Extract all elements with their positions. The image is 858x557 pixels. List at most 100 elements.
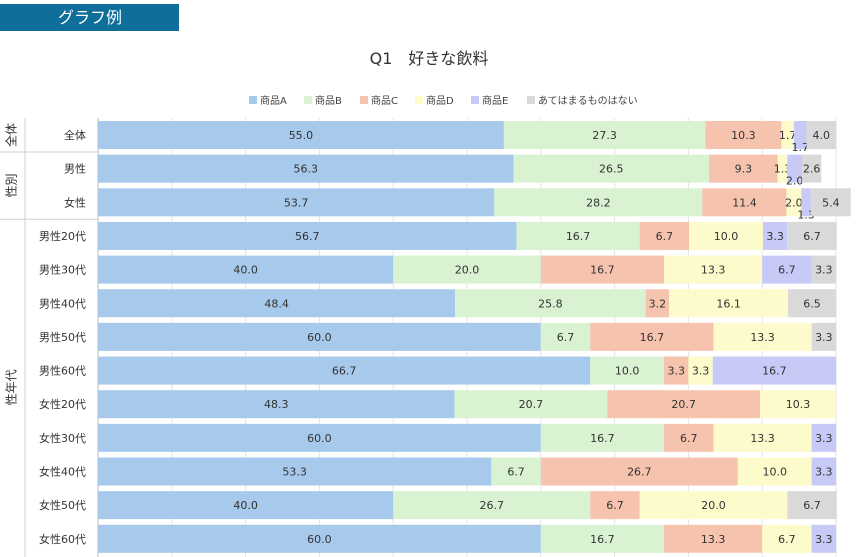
legend-label-5: 商品E	[482, 94, 508, 107]
bar-1	[98, 491, 394, 520]
data-label: 13.3	[750, 331, 775, 344]
data-label: 3.3	[815, 264, 833, 277]
data-label: 10.3	[786, 398, 811, 411]
legend-label-6: あてはまるものはない	[538, 95, 638, 107]
bar-1	[98, 322, 541, 351]
data-label: 66.7	[332, 365, 357, 378]
data-label: 26.5	[599, 163, 624, 176]
bar-6	[806, 121, 836, 149]
bar-1	[98, 121, 504, 149]
data-label: 13.3	[701, 533, 726, 546]
data-label: 1.7	[779, 129, 797, 142]
bar-3	[664, 356, 689, 385]
bar-4	[688, 356, 713, 385]
data-label: 1.7	[791, 141, 809, 154]
bar-5	[762, 255, 812, 284]
bar-5	[811, 423, 836, 452]
bar-1	[98, 255, 394, 284]
bar-2	[590, 356, 665, 385]
legend-swatch-5	[471, 96, 479, 104]
bar-4	[759, 390, 836, 419]
group-label-1: 全体	[4, 123, 19, 147]
data-label: 60.0	[307, 533, 332, 546]
bar-4	[777, 154, 788, 183]
legend-swatch-3	[360, 96, 368, 104]
category-label: 男性20代	[39, 229, 86, 243]
data-label: 6.7	[507, 466, 525, 479]
data-label: 16.7	[590, 533, 615, 546]
bar-5	[811, 457, 836, 486]
bar-5	[762, 221, 788, 250]
data-label: 16.7	[590, 264, 615, 277]
bar-4	[639, 491, 788, 520]
bar-2	[513, 154, 710, 183]
data-label: 6.7	[778, 264, 796, 277]
category-label: 女性	[64, 195, 86, 209]
bar-5	[712, 356, 836, 385]
bar-2	[540, 524, 665, 553]
data-label: 16.7	[762, 365, 787, 378]
data-label: 27.3	[592, 129, 617, 142]
legend-label-3: 商品C	[371, 94, 398, 107]
bar-3	[702, 188, 787, 217]
section-banner: グラフ例	[0, 4, 179, 31]
bar-4	[713, 423, 812, 452]
data-label: 10.0	[762, 466, 787, 479]
bar-2	[494, 188, 703, 217]
data-label: 3.3	[815, 331, 833, 344]
data-label: 20.7	[519, 398, 544, 411]
chart-title: Q1 好きな飲料	[370, 49, 489, 68]
legend-swatch-4	[415, 96, 423, 104]
bar-4	[669, 289, 789, 318]
bar-2	[491, 457, 541, 486]
bar-3	[664, 524, 763, 553]
data-label: 20.0	[701, 499, 726, 512]
bar-6	[787, 221, 837, 250]
group-label-2: 性別	[5, 173, 19, 197]
data-label: 3.3	[692, 365, 710, 378]
legend-label-4: 商品D	[426, 94, 454, 107]
legend-label-2: 商品B	[315, 94, 342, 107]
bar-1	[98, 154, 514, 183]
bar-6	[788, 289, 836, 318]
category-label: 全体	[64, 128, 86, 142]
data-label: 9.3	[735, 163, 753, 176]
bar-2	[393, 491, 591, 520]
bar-1	[98, 423, 541, 452]
legend-swatch-1	[249, 96, 257, 104]
bar-3	[540, 255, 665, 284]
bar-2	[540, 322, 591, 351]
bar-2	[454, 390, 608, 419]
data-label: 3.3	[766, 230, 784, 243]
bar-4	[781, 121, 794, 149]
data-label: 60.0	[307, 331, 332, 344]
bar-3	[645, 289, 670, 318]
bar-4	[762, 524, 812, 553]
data-label: 6.5	[803, 297, 821, 310]
data-label: 6.7	[803, 499, 821, 512]
bar-2	[540, 423, 665, 452]
category-label: 男性50代	[39, 330, 86, 344]
bar-5	[811, 524, 836, 553]
bar-2	[503, 121, 706, 149]
bar-5	[801, 188, 811, 217]
data-label: 5.4	[822, 196, 840, 209]
data-label: 26.7	[627, 466, 652, 479]
data-label: 2.0	[785, 196, 803, 209]
data-label: 56.3	[293, 163, 318, 176]
data-label: 13.3	[701, 264, 726, 277]
bar-3	[540, 457, 738, 486]
data-label: 55.0	[289, 129, 314, 142]
bar-6	[810, 188, 851, 217]
bar-3	[705, 121, 782, 149]
data-label: 28.2	[586, 196, 611, 209]
data-label: 20.7	[671, 398, 696, 411]
bar-1	[98, 457, 492, 486]
data-label: 16.7	[590, 432, 615, 445]
bar-1	[98, 356, 591, 385]
legend-label-1: 商品A	[260, 94, 287, 107]
legend-swatch-2	[304, 96, 312, 104]
bar-6	[802, 154, 822, 183]
data-label: 6.7	[680, 432, 698, 445]
